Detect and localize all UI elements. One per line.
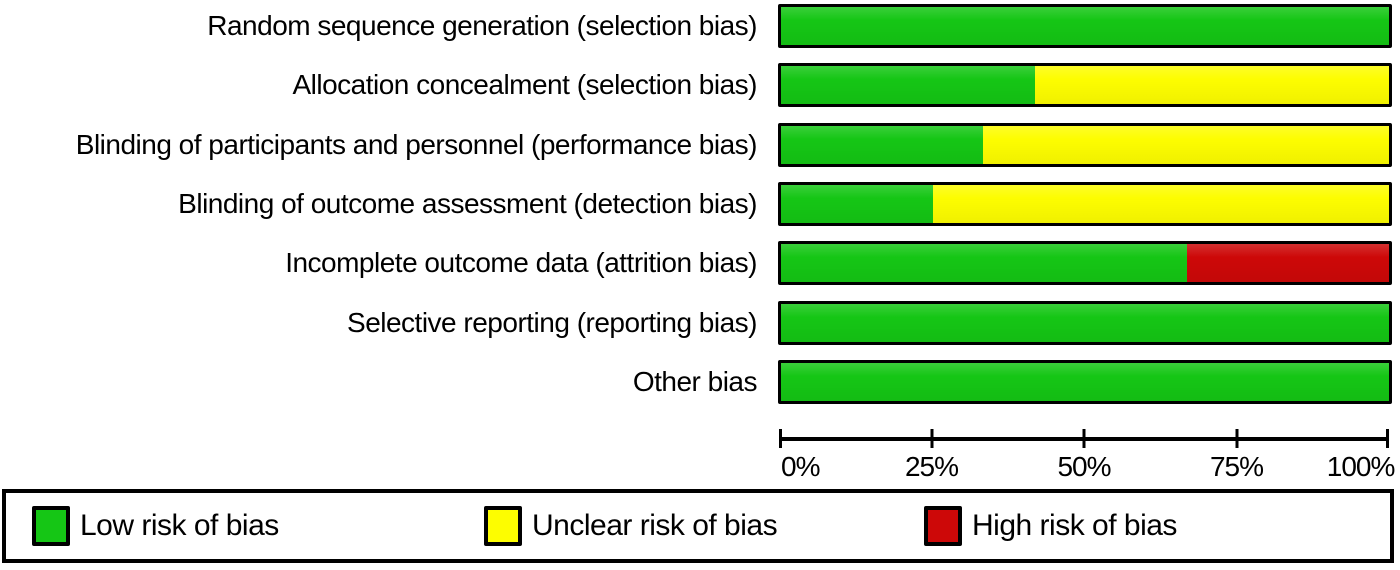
bar-segment-unclear: [933, 185, 1389, 223]
legend-label: Unclear risk of bias: [532, 509, 778, 542]
category-label: Allocation concealment (selection bias): [292, 69, 757, 100]
chart-row: Incomplete outcome data (attrition bias): [0, 241, 1400, 285]
bar-segment-low: [781, 244, 1187, 282]
stacked-bar: [778, 63, 1392, 107]
chart-row: Random sequence generation (selection bi…: [0, 4, 1400, 48]
stacked-bar: [778, 182, 1392, 226]
bar-segment-low: [781, 66, 1035, 104]
legend-swatch-unclear: [484, 506, 522, 546]
chart-row: Allocation concealment (selection bias): [0, 63, 1400, 107]
stacked-bar: [778, 241, 1392, 285]
bar-segment-high: [1186, 244, 1389, 282]
bar-segment-low: [781, 304, 1389, 342]
legend-item: High risk of bias: [924, 493, 1177, 559]
category-label: Selective reporting (reporting bias): [347, 307, 757, 338]
category-label: Blinding of participants and personnel (…: [75, 129, 758, 160]
legend-swatch-high: [924, 506, 962, 546]
chart-row: Selective reporting (reporting bias): [0, 301, 1400, 345]
x-axis-tick-label: 75%: [1209, 451, 1264, 482]
category-label: Random sequence generation (selection bi…: [207, 10, 757, 41]
stacked-bar: [778, 360, 1392, 404]
x-axis-tick-label: 25%: [904, 451, 959, 482]
x-axis-tick-label: 100%: [1326, 451, 1396, 482]
bar-segment-low: [781, 7, 1389, 45]
bar-segment-low: [781, 185, 933, 223]
legend-item: Unclear risk of bias: [484, 493, 778, 559]
bar-segment-low: [781, 126, 984, 164]
category-label: Incomplete outcome data (attrition bias): [285, 247, 757, 278]
legend-box: Low risk of bias Unclear risk of bias High…: [2, 489, 1394, 563]
x-axis-tick: [779, 429, 782, 448]
bar-segment-unclear: [1034, 66, 1389, 104]
legend-label: Low risk of bias: [80, 509, 279, 542]
category-label: Other bias: [632, 366, 758, 397]
x-axis-tick: [1235, 429, 1238, 448]
chart-row: Other bias: [0, 360, 1400, 404]
legend-label: High risk of bias: [972, 509, 1177, 542]
stacked-bar: [778, 123, 1392, 167]
x-axis-tick-label: 50%: [1057, 451, 1111, 482]
legend-item: Low risk of bias: [32, 493, 279, 559]
x-axis-tick-label: 0%: [781, 451, 820, 482]
stacked-bar: [778, 301, 1392, 345]
x-axis-tick: [1386, 429, 1389, 448]
chart-row: Blinding of outcome assessment (detectio…: [0, 182, 1400, 226]
bar-segment-unclear: [983, 126, 1389, 164]
x-axis: 0% 25% 50% 75% 100%: [779, 429, 1395, 482]
stacked-bar: [778, 4, 1392, 48]
chart-row: Blinding of participants and personnel (…: [0, 123, 1400, 167]
x-axis-tick: [930, 429, 933, 448]
category-label: Blinding of outcome assessment (detectio…: [178, 188, 757, 219]
x-axis-tick: [1082, 429, 1086, 448]
bar-segment-low: [781, 363, 1389, 401]
legend-swatch-low: [32, 506, 70, 546]
